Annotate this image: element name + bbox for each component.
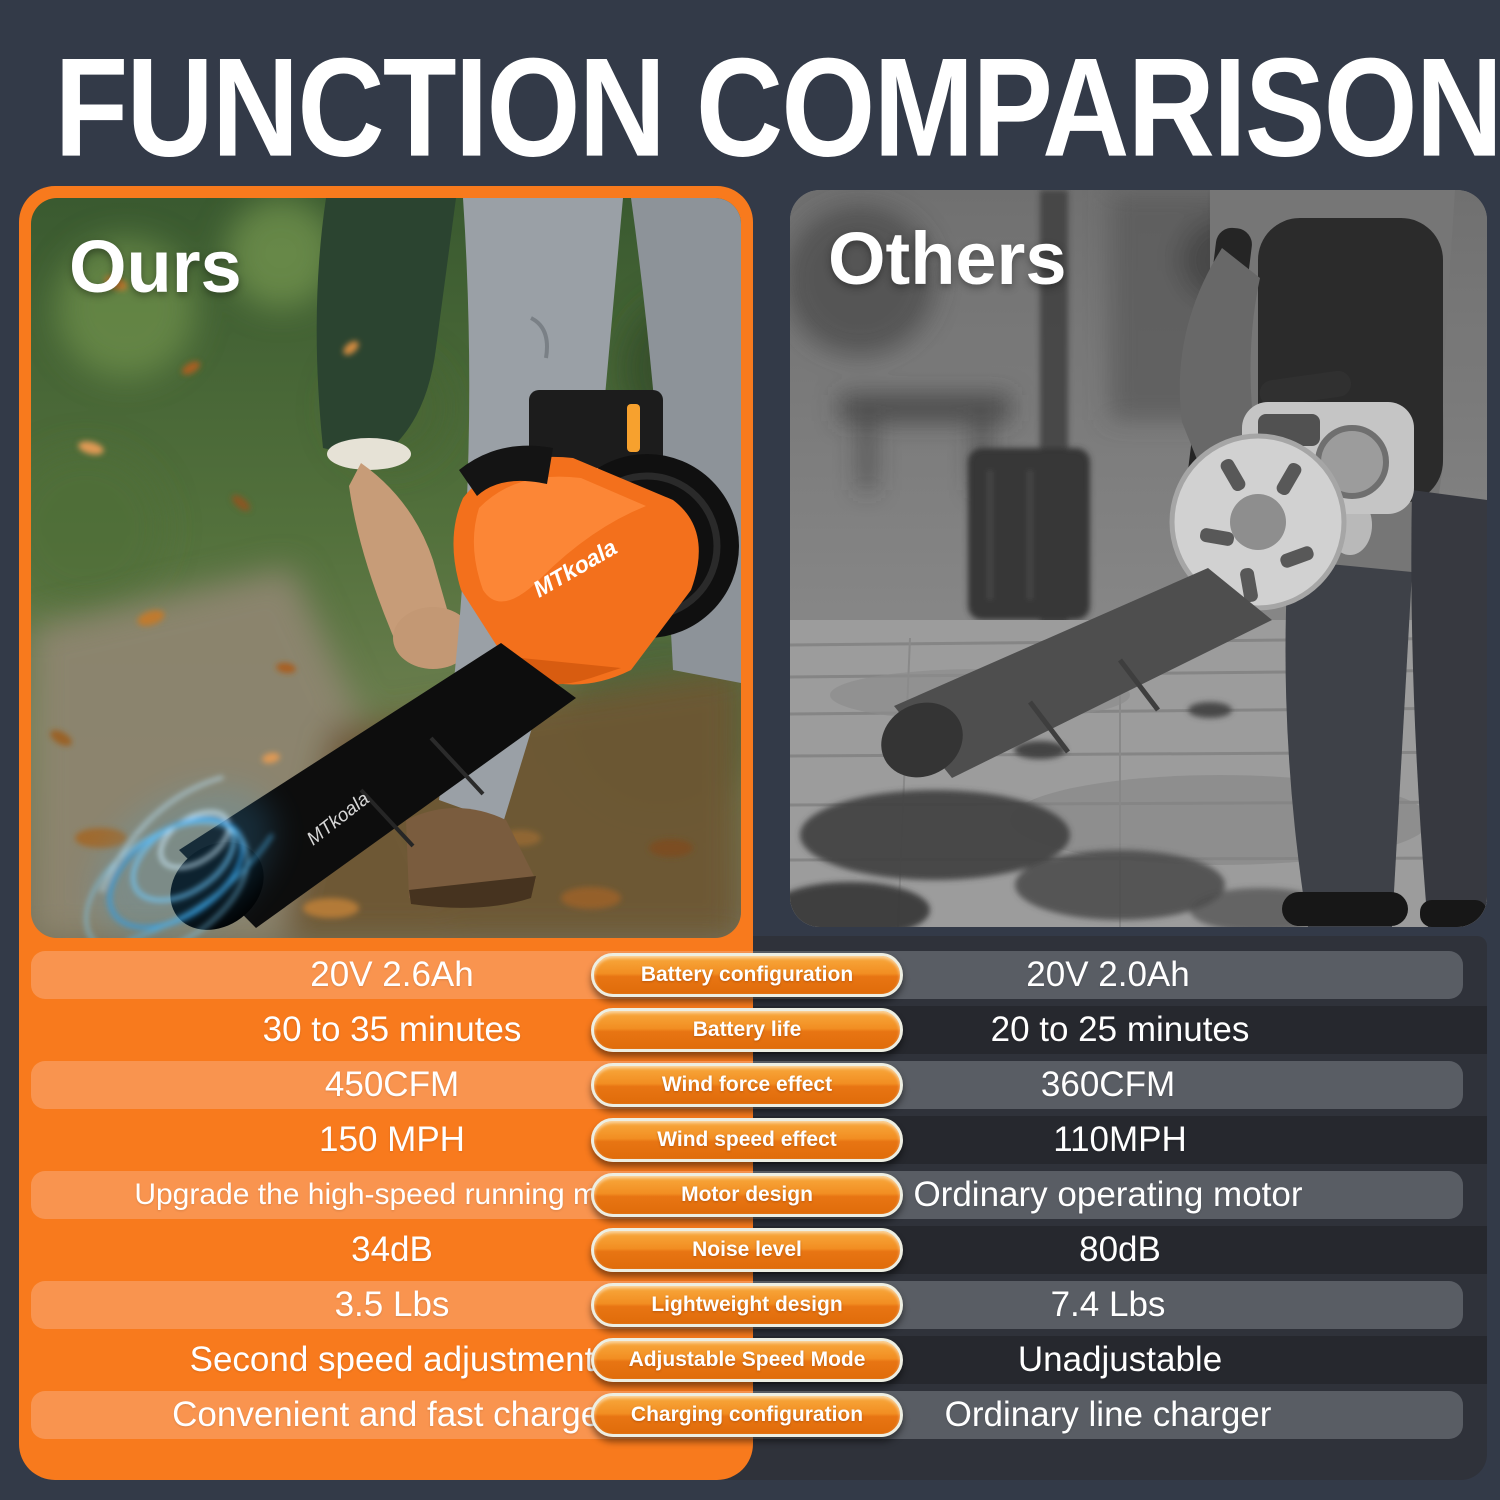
feature-pill: Battery configuration	[591, 953, 903, 997]
leaf-blower-others	[881, 370, 1414, 778]
ours-value: Second speed adjustment	[189, 1340, 595, 1379]
flying-leaves	[50, 275, 359, 764]
comparison-table: 20V 2.6Ah 20V 2.0Ah Battery configuratio…	[19, 951, 1487, 1446]
feature-pill: Battery life	[591, 1008, 903, 1052]
ours-photo-graphic: MTkoala MTkoala	[31, 198, 741, 938]
feature-pill: Motor design	[591, 1173, 903, 1217]
table-row: 30 to 35 minutes 20 to 25 minutes Batter…	[19, 1006, 1487, 1061]
ours-label: Ours	[69, 225, 242, 308]
ours-photo: MTkoala MTkoala	[31, 198, 741, 938]
feature-pill: Wind speed effect	[591, 1118, 903, 1162]
others-photo: Others	[790, 190, 1487, 927]
table-row: Convenient and fast charger Ordinary lin…	[19, 1391, 1487, 1446]
others-label: Others	[828, 217, 1067, 300]
table-row: 450CFM 360CFM Wind force effect	[19, 1061, 1487, 1116]
table-row: 150 MPH 110MPH Wind speed effect	[19, 1116, 1487, 1171]
grayscale-haze	[790, 190, 1487, 927]
feature-pill: Noise level	[591, 1228, 903, 1272]
others-value: 20V 2.0Ah	[753, 951, 1463, 999]
air-swirl-graphic	[84, 775, 274, 938]
title-bar: FUNCTION COMPARISON	[0, 28, 1500, 186]
feature-pill: Wind force effect	[591, 1063, 903, 1107]
page-title: FUNCTION COMPARISON	[54, 28, 1500, 186]
ours-value: 30 to 35 minutes	[262, 1010, 522, 1049]
feature-pill: Adjustable Speed Mode	[591, 1338, 903, 1382]
ours-value: 150 MPH	[319, 1120, 465, 1159]
ours-value: Convenient and fast charger	[31, 1391, 753, 1439]
feature-pill: Charging configuration	[591, 1393, 903, 1437]
street-scenery	[790, 190, 1264, 806]
table-row: Second speed adjustment Unadjustable Adj…	[19, 1336, 1487, 1391]
ours-value: 34dB	[351, 1230, 433, 1269]
feature-pill: Lightweight design	[591, 1283, 903, 1327]
ours-panel: MTkoala MTkoala	[19, 186, 753, 1480]
table-row: Upgrade the high-speed running motor Ord…	[19, 1171, 1487, 1226]
table-row: 34dB 80dB Noise level	[19, 1226, 1487, 1281]
table-row: 20V 2.6Ah 20V 2.0Ah Battery configuratio…	[19, 951, 1487, 1006]
others-photo-graphic	[790, 190, 1487, 927]
table-row: 3.5 Lbs 7.4 Lbs Lightweight design	[19, 1281, 1487, 1336]
